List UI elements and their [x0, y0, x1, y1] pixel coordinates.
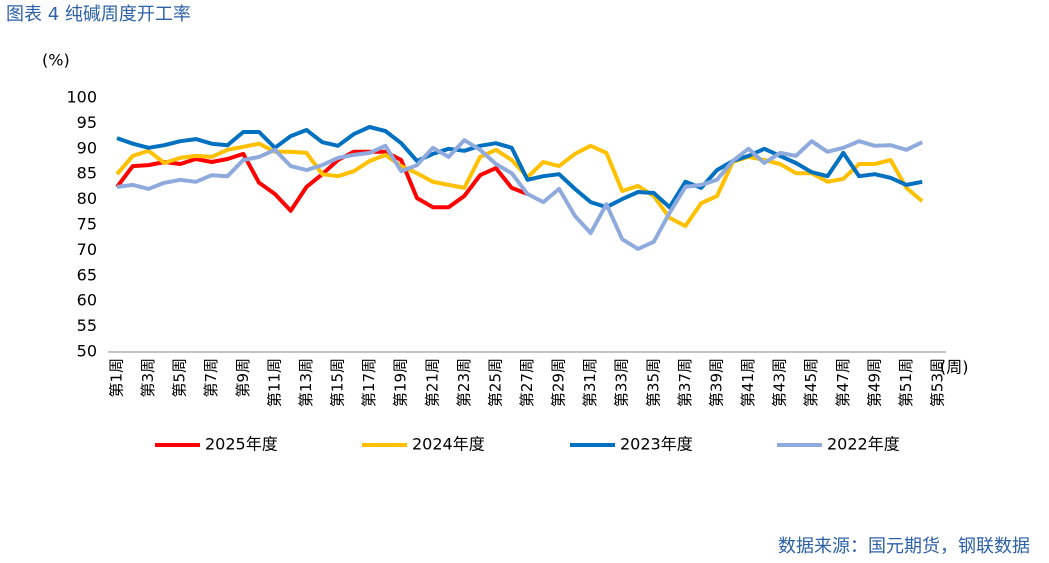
x-tick-label: 第41周 — [739, 358, 757, 407]
x-tick-label: 第5周 — [171, 358, 189, 398]
x-tick-label: 第13周 — [297, 358, 315, 407]
legend-label: 2025年度 — [205, 435, 278, 454]
series-line — [116, 138, 924, 251]
y-tick-label: 70 — [77, 240, 97, 259]
x-tick-label: 第45周 — [802, 358, 820, 407]
x-tick-label: 第15周 — [329, 358, 347, 407]
chart-title: 图表 4 纯碱周度开工率 — [6, 4, 191, 25]
y-tick-label: 95 — [77, 113, 97, 132]
series-line — [116, 125, 923, 210]
y-tick-label: 100 — [66, 88, 97, 107]
x-tick-label: 第43周 — [771, 358, 789, 407]
y-tick-label: 60 — [77, 291, 97, 310]
x-tick-label: 第19周 — [392, 358, 410, 407]
x-tick-label: 第39周 — [707, 358, 725, 407]
x-tick-label: 第7周 — [202, 358, 220, 398]
x-tick-label: 第21周 — [423, 358, 441, 407]
y-tick-label: 85 — [77, 164, 97, 183]
x-tick-label: 第3周 — [139, 358, 157, 398]
x-tick-label: 第17周 — [360, 358, 378, 407]
y-tick-label: 50 — [77, 342, 97, 361]
x-tick-label: 第27周 — [518, 358, 536, 407]
x-tick-label: 第31周 — [581, 358, 599, 407]
x-tick-label: 第53周 — [929, 358, 947, 407]
x-axis-label: (周) — [940, 358, 969, 377]
x-tick-label: 第47周 — [834, 358, 852, 407]
y-tick-label: 80 — [77, 189, 97, 208]
x-tick-label: 第49周 — [865, 358, 883, 407]
source-note: 数据来源：国元期货，钢联数据 — [778, 536, 1030, 557]
legend-label: 2023年度 — [620, 435, 693, 454]
x-tick-label: 第37周 — [676, 358, 694, 407]
x-tick-label: 第23周 — [455, 358, 473, 407]
legend-label: 2022年度 — [827, 435, 900, 454]
y-tick-label: 55 — [77, 316, 97, 335]
legend-label: 2024年度 — [412, 435, 485, 454]
x-tick-label: 第29周 — [550, 358, 568, 407]
x-tick-label: 第51周 — [897, 358, 915, 407]
x-tick-label: 第9周 — [234, 358, 252, 398]
y-tick-label: 75 — [77, 215, 97, 234]
y-tick-label: 90 — [77, 138, 97, 157]
y-axis-label: (%) — [42, 51, 70, 70]
x-tick-label: 第1周 — [108, 358, 126, 398]
y-tick-label: 65 — [77, 265, 97, 284]
series-line — [115, 141, 924, 228]
x-tick-label: 第25周 — [486, 358, 504, 407]
x-tick-label: 第35周 — [644, 358, 662, 407]
x-tick-label: 第33周 — [613, 358, 631, 407]
x-tick-label: 第11周 — [265, 358, 283, 407]
